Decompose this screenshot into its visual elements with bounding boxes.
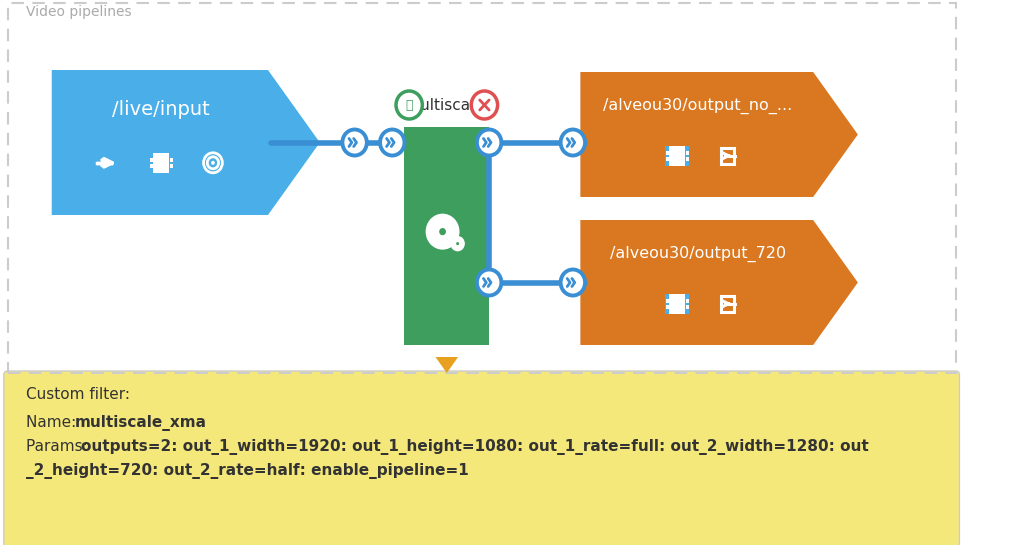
Text: Multisca...: Multisca... (408, 98, 485, 112)
Bar (666, 157, 669, 161)
Bar (150, 153, 173, 173)
FancyArrow shape (454, 237, 456, 239)
Bar (685, 146, 689, 166)
Text: 🔧: 🔧 (406, 99, 413, 112)
Polygon shape (52, 70, 319, 215)
Bar (685, 294, 689, 314)
Bar (721, 148, 733, 164)
Bar (666, 305, 669, 309)
Polygon shape (581, 72, 858, 197)
Circle shape (456, 242, 459, 245)
Circle shape (380, 130, 404, 155)
FancyArrow shape (460, 237, 462, 239)
Bar (686, 299, 689, 303)
Circle shape (211, 161, 215, 165)
FancyArrow shape (451, 243, 452, 244)
Circle shape (477, 130, 502, 155)
Bar (666, 151, 669, 155)
FancyArrow shape (440, 215, 444, 218)
FancyArrow shape (463, 243, 465, 244)
FancyArrow shape (460, 249, 462, 250)
FancyBboxPatch shape (4, 371, 959, 545)
Bar (686, 157, 689, 161)
Text: outputs=2: out_1_width=1920: out_1_height=1080: out_1_rate=full: out_2_width=128: outputs=2: out_1_width=1920: out_1_heigh… (81, 439, 868, 455)
Circle shape (451, 236, 465, 251)
Bar (721, 296, 733, 312)
Circle shape (396, 91, 422, 119)
FancyArrow shape (456, 229, 459, 234)
Bar (686, 151, 689, 155)
Bar (150, 164, 153, 168)
Text: Video pipelines: Video pipelines (27, 5, 132, 19)
Text: multiscale_xma: multiscale_xma (75, 415, 207, 431)
Circle shape (342, 130, 367, 155)
Bar (150, 153, 154, 173)
Bar (169, 153, 173, 173)
FancyArrow shape (427, 229, 430, 234)
Circle shape (477, 269, 502, 295)
Bar (665, 146, 670, 166)
Text: /live/input: /live/input (113, 100, 210, 119)
Polygon shape (435, 357, 458, 373)
Text: /alveou30/output_no_...: /alveou30/output_no_... (603, 98, 793, 114)
Bar (665, 294, 689, 314)
Circle shape (471, 91, 498, 119)
FancyArrow shape (451, 218, 456, 223)
Circle shape (560, 130, 585, 155)
Circle shape (560, 269, 585, 295)
FancyArrow shape (451, 240, 456, 245)
Bar (404, 127, 489, 345)
Text: /alveou30/output_720: /alveou30/output_720 (610, 246, 786, 262)
Bar (170, 164, 173, 168)
Circle shape (426, 214, 460, 250)
FancyArrow shape (440, 245, 444, 249)
Circle shape (439, 228, 445, 235)
Text: _2_height=720: out_2_rate=half: enable_pipeline=1: _2_height=720: out_2_rate=half: enable_p… (27, 463, 469, 479)
Bar (665, 146, 689, 166)
Text: Custom filter:: Custom filter: (27, 387, 130, 402)
FancyArrow shape (430, 240, 435, 245)
Bar (170, 158, 173, 162)
FancyArrow shape (454, 249, 456, 250)
Text: Params:: Params: (27, 439, 93, 454)
Bar (686, 305, 689, 309)
Polygon shape (581, 220, 858, 345)
Text: Name:: Name: (27, 415, 82, 430)
Bar (150, 158, 153, 162)
FancyArrow shape (430, 218, 435, 223)
Bar (665, 294, 670, 314)
Bar (666, 299, 669, 303)
